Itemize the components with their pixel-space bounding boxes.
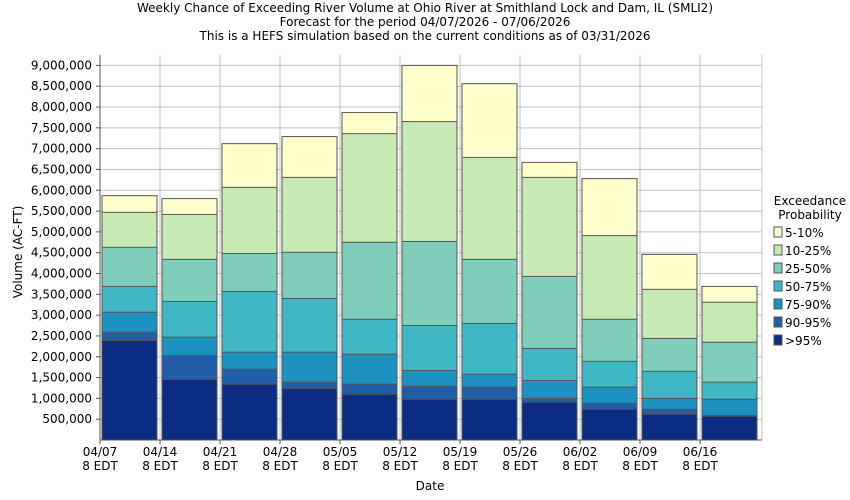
y-tick-label: 5,000,000 xyxy=(31,225,92,239)
bar-segment--95- xyxy=(101,340,158,441)
x-tick-label: 06/16 xyxy=(683,445,718,459)
y-tick-label: 4,500,000 xyxy=(31,246,92,260)
legend-title-2: Probability xyxy=(778,208,841,222)
y-tick-label: 1,000,000 xyxy=(31,391,92,405)
bar-segment--95- xyxy=(401,398,458,441)
legend-swatch xyxy=(773,280,783,292)
x-tick-label: 04/07 xyxy=(83,445,118,459)
x-tick-label: 06/09 xyxy=(623,445,658,459)
y-tick-label: 8,500,000 xyxy=(31,79,92,93)
legend-label: >95% xyxy=(785,334,822,348)
bar-segment--95- xyxy=(641,413,698,441)
legend-swatch xyxy=(773,226,783,238)
x-tick-label: 06/02 xyxy=(563,445,598,459)
x-tick-label-time: 8 EDT xyxy=(202,459,238,473)
x-tick-label-time: 8 EDT xyxy=(622,459,658,473)
x-tick-label-time: 8 EDT xyxy=(442,459,478,473)
bar-segment--95- xyxy=(461,398,518,441)
y-tick-label: 500,000 xyxy=(42,412,92,426)
x-tick-label: 04/28 xyxy=(263,445,298,459)
y-tick-label: 3,000,000 xyxy=(31,308,92,322)
legend-label: 75-90% xyxy=(785,298,831,312)
legend: Exceedance Probability 5-10% 10-25% 25-50%… xyxy=(773,194,846,348)
x-tick-label-time: 8 EDT xyxy=(262,459,298,473)
bar-segment--95- xyxy=(281,387,338,441)
chart-title: Weekly Chance of Exceeding River Volume … xyxy=(137,1,713,43)
bar-segment--95- xyxy=(341,393,398,441)
legend-label: 90-95% xyxy=(785,316,831,330)
x-tick-label-time: 8 EDT xyxy=(142,459,178,473)
legend-swatch xyxy=(773,298,783,310)
y-tick-label: 5,500,000 xyxy=(31,204,92,218)
y-tick-label: 9,000,000 xyxy=(31,58,92,72)
bar-segment--95- xyxy=(161,378,218,441)
y-tick-label: 2,000,000 xyxy=(31,350,92,364)
x-tick-label: 05/19 xyxy=(443,445,478,459)
x-tick-label: 04/21 xyxy=(203,445,238,459)
x-tick-label: 04/14 xyxy=(143,445,178,459)
x-tick-label: 05/12 xyxy=(383,445,418,459)
legend-swatch xyxy=(773,244,783,256)
x-tick-label-time: 8 EDT xyxy=(322,459,358,473)
legend-title-1: Exceedance xyxy=(774,194,846,208)
y-tick-label: 6,500,000 xyxy=(31,162,92,176)
legend-label: 50-75% xyxy=(785,280,831,294)
x-tick-label-time: 8 EDT xyxy=(562,459,598,473)
y-tick-label: 7,500,000 xyxy=(31,121,92,135)
x-tick-label-time: 8 EDT xyxy=(382,459,418,473)
x-tick-label: 05/26 xyxy=(503,445,538,459)
legend-label: 10-25% xyxy=(785,244,831,258)
x-tick-label: 05/05 xyxy=(323,445,358,459)
title-line-3: This is a HEFS simulation based on the c… xyxy=(199,29,651,43)
y-tick-label: 2,500,000 xyxy=(31,329,92,343)
x-tick-label-time: 8 EDT xyxy=(502,459,538,473)
x-tick-label-time: 8 EDT xyxy=(682,459,718,473)
y-tick-label: 1,500,000 xyxy=(31,371,92,385)
y-tick-label: 8,000,000 xyxy=(31,100,92,114)
bar-segment--95- xyxy=(521,401,578,441)
x-tick-label-time: 8 EDT xyxy=(82,459,118,473)
bar-segment--95- xyxy=(581,408,638,441)
bar-segment--95- xyxy=(221,383,278,441)
y-axis-label: Volume (AC-FT) xyxy=(11,206,25,299)
legend-label: 25-50% xyxy=(785,262,831,276)
bar-segment--95- xyxy=(701,415,758,441)
y-tick-label: 3,500,000 xyxy=(31,287,92,301)
y-tick-label: 7,000,000 xyxy=(31,142,92,156)
legend-label: 5-10% xyxy=(785,226,824,240)
legend-swatch xyxy=(773,334,783,346)
legend-swatch xyxy=(773,316,783,328)
title-line-2: Forecast for the period 04/07/2026 - 07/… xyxy=(280,15,571,29)
y-tick-label: 6,000,000 xyxy=(31,183,92,197)
x-axis-label: Date xyxy=(416,479,445,493)
axes: 500,000 1,000,000 1,500,000 2,000,000 2,500,… xyxy=(31,55,762,473)
legend-swatch xyxy=(773,262,783,274)
title-line-1: Weekly Chance of Exceeding River Volume … xyxy=(137,1,713,15)
y-tick-label: 4,000,000 xyxy=(31,267,92,281)
